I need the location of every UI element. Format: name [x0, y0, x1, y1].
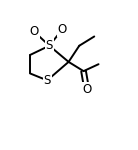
Text: O: O	[30, 25, 39, 38]
Text: S: S	[46, 39, 53, 52]
Text: O: O	[58, 23, 67, 36]
Text: S: S	[43, 74, 51, 87]
Text: O: O	[82, 83, 91, 96]
